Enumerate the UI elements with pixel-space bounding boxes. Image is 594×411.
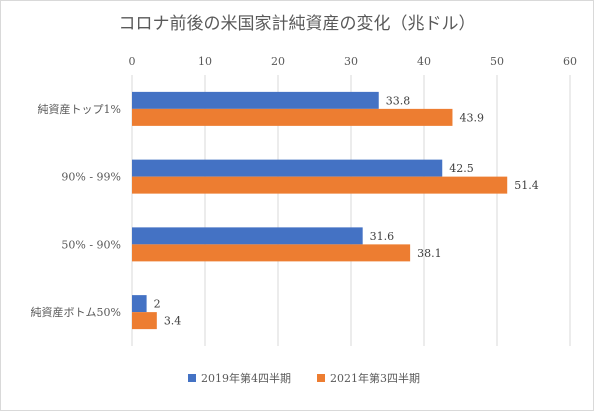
x-tick-label-6: 60 [563, 55, 577, 68]
x-tick-label-0: 0 [129, 55, 136, 68]
bar-1-1 [132, 176, 508, 194]
legend-label-0: 2019年第4四半期 [201, 371, 291, 385]
category-label-2: 50% - 90% [61, 238, 121, 251]
x-tick-label-4: 40 [417, 55, 431, 68]
x-tick-label-2: 20 [271, 55, 285, 68]
x-axis-ticks: 0 10 20 30 40 50 60 [129, 55, 578, 68]
legend-swatch-1 [317, 374, 325, 382]
chart-title: コロナ前後の米国家計純資産の変化（兆ドル） [119, 14, 476, 34]
bar-3-1 [132, 312, 157, 330]
data-label-3-1: 3.4 [164, 315, 182, 328]
bar-0-1 [132, 108, 453, 126]
legend-label-1: 2021年第3四半期 [330, 371, 420, 385]
bar-1-0 [132, 159, 443, 177]
category-label-0: 純資産トップ1% [38, 103, 121, 116]
category-labels: 純資産トップ1% 90% - 99% 50% - 90% 純資産ボトム50% [31, 103, 121, 319]
data-label-2-0: 31.6 [370, 230, 395, 243]
data-label-1-1: 51.4 [514, 179, 539, 192]
bar-3-0 [132, 295, 147, 313]
data-label-0-1: 43.9 [459, 111, 484, 124]
bar-2-1 [132, 244, 411, 262]
category-label-3: 純資産ボトム50% [31, 306, 121, 319]
legend-swatch-0 [188, 374, 196, 382]
bar-2-0 [132, 227, 363, 245]
data-label-0-0: 33.8 [386, 94, 411, 107]
x-tick-label-3: 30 [344, 55, 358, 68]
category-label-1: 90% - 99% [61, 171, 121, 184]
data-label-2-1: 38.1 [417, 247, 442, 260]
x-tick-label-5: 50 [490, 55, 504, 68]
legend: 2019年第4四半期 2021年第3四半期 [188, 371, 420, 385]
data-label-1-0: 42.5 [449, 162, 474, 175]
data-labels: 33.8 43.9 42.5 51.4 31.6 38.1 23.4 [154, 94, 539, 327]
bar-0-0 [132, 91, 379, 109]
data-label-3-0: 2 [154, 298, 161, 311]
x-tick-label-1: 10 [198, 55, 212, 68]
bars [132, 91, 508, 330]
